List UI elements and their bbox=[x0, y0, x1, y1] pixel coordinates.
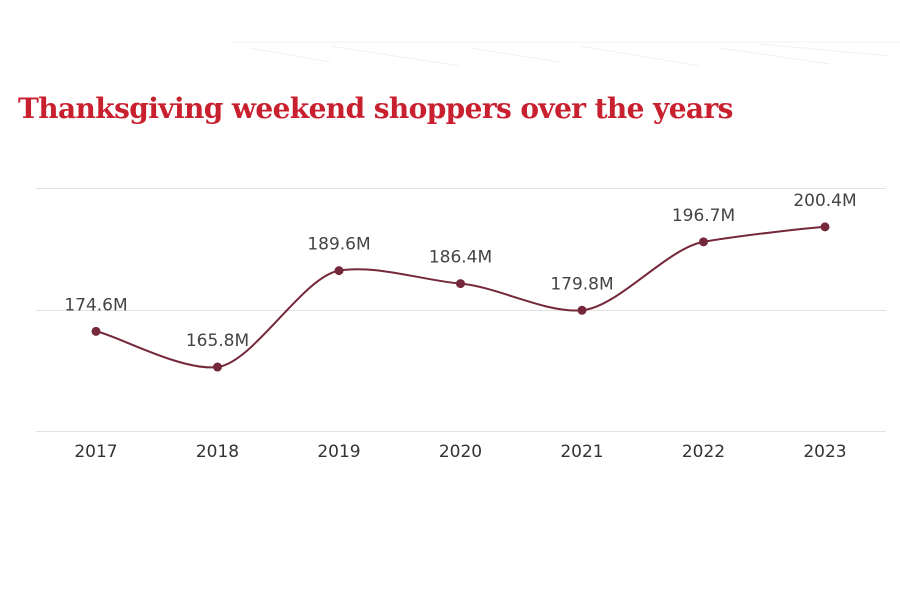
data-label-2021: 179.8M bbox=[550, 274, 613, 294]
x-tick-label-2021: 2021 bbox=[560, 442, 603, 462]
x-tick-label-2020: 2020 bbox=[439, 442, 482, 462]
x-tick-label-2018: 2018 bbox=[196, 442, 239, 462]
x-tick-label-2023: 2023 bbox=[803, 442, 846, 462]
data-point-2017 bbox=[91, 326, 101, 336]
data-points bbox=[91, 222, 830, 372]
data-label-2017: 174.6M bbox=[64, 295, 127, 315]
data-point-2023 bbox=[820, 222, 830, 232]
data-labels: 174.6M 165.8M 189.6M 186.4M 179.8M 196.7M 200.… bbox=[64, 191, 856, 351]
data-label-2022: 196.7M bbox=[672, 206, 735, 226]
data-label-2023: 200.4M bbox=[793, 191, 856, 211]
data-label-2019: 189.6M bbox=[307, 235, 370, 255]
data-point-2019 bbox=[334, 266, 344, 276]
data-point-2020 bbox=[456, 279, 465, 289]
x-axis-tick-labels: 2017 2018 2019 2020 2021 2022 2023 bbox=[74, 442, 846, 462]
chart-title: Thanksgiving weekend shoppers over the y… bbox=[18, 92, 733, 125]
data-label-2020: 186.4M bbox=[429, 248, 492, 268]
data-point-2018 bbox=[213, 362, 222, 372]
gridlines bbox=[36, 188, 886, 432]
x-tick-label-2019: 2019 bbox=[317, 442, 360, 462]
data-point-2021 bbox=[577, 305, 587, 315]
x-tick-label-2022: 2022 bbox=[682, 442, 725, 462]
data-point-2022 bbox=[699, 237, 708, 247]
data-label-2018: 165.8M bbox=[186, 331, 249, 351]
x-tick-label-2017: 2017 bbox=[74, 442, 117, 462]
decorative-header-lines bbox=[230, 41, 900, 67]
